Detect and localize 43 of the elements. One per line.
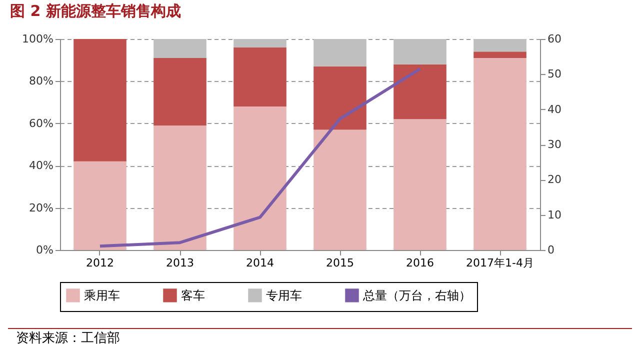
y-tick-label: 100% xyxy=(22,32,54,46)
bar xyxy=(234,39,286,48)
y2-tick-label: 40 xyxy=(548,102,562,116)
y-tick-label: 40% xyxy=(29,159,54,172)
bar xyxy=(314,39,366,66)
y-tick-label: 0% xyxy=(36,244,54,256)
y-tick-label: 80% xyxy=(29,74,54,88)
bar xyxy=(74,39,126,162)
bar xyxy=(154,39,206,58)
y2-tick-label: 10 xyxy=(548,208,562,222)
y2-tick-label: 0 xyxy=(548,244,554,256)
bar xyxy=(474,52,526,58)
bar xyxy=(394,119,446,250)
y2-tick-label: 50 xyxy=(548,68,562,81)
legend-label: 乘用车 xyxy=(84,288,120,302)
x-tick-label: 2013 xyxy=(166,256,194,270)
bar xyxy=(234,106,286,250)
bar xyxy=(154,126,206,250)
chart-title: 图 2 新能源整车销售构成 xyxy=(10,2,181,20)
y-tick-label: 60% xyxy=(29,116,54,130)
legend-label: 客车 xyxy=(181,288,205,302)
x-tick-label: 2016 xyxy=(406,256,434,270)
text: 资料来源：工信部 xyxy=(8,328,632,344)
bar xyxy=(154,58,206,126)
bar xyxy=(314,66,366,130)
bar xyxy=(74,161,126,250)
bar xyxy=(314,130,366,250)
legend-label: 总量（万台，右轴） xyxy=(362,288,471,302)
bar xyxy=(394,64,446,120)
x-tick-label: 2015 xyxy=(326,256,354,270)
bar xyxy=(394,39,446,64)
legend-label: 专用车 xyxy=(266,288,302,302)
bar xyxy=(474,39,526,52)
y2-tick-label: 20 xyxy=(548,173,562,186)
y-tick-label: 20% xyxy=(29,201,54,214)
bar xyxy=(234,47,286,107)
y2-tick-label: 60 xyxy=(548,32,562,46)
x-tick-label: 2012 xyxy=(86,256,114,270)
x-tick-label: 2014 xyxy=(246,256,274,270)
x-tick-label: 2017年1-4月 xyxy=(466,256,534,270)
bar xyxy=(474,58,526,250)
y2-tick-label: 30 xyxy=(548,138,562,151)
line-series xyxy=(98,67,422,248)
